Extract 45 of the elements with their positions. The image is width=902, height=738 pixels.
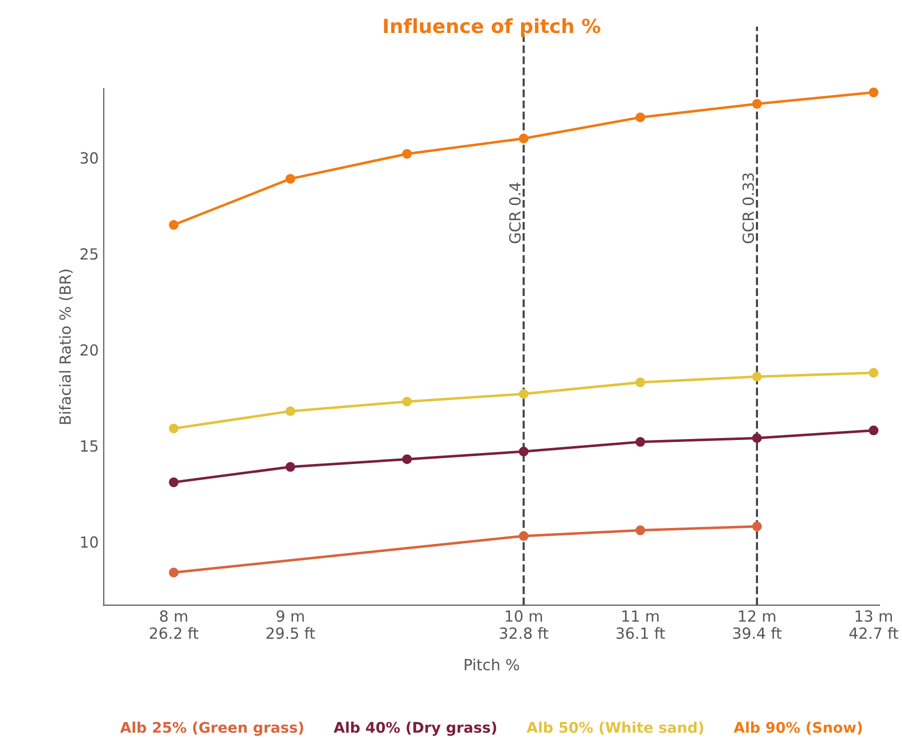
point — [635, 437, 646, 447]
y-tick-label: 20 — [80, 344, 98, 356]
point — [168, 220, 179, 230]
x-tick-label: 11 m 36.1 ft — [616, 610, 665, 639]
point — [286, 174, 296, 184]
text: Alb 40% (Dry grass) — [334, 722, 496, 736]
point — [518, 389, 529, 399]
x-tick-label: 13 m 42.7 ft — [849, 610, 898, 639]
point — [868, 88, 878, 98]
point — [168, 424, 179, 434]
point — [402, 454, 412, 464]
point — [518, 531, 529, 541]
point — [518, 446, 529, 456]
point — [402, 396, 412, 406]
point — [868, 368, 878, 378]
y-axis-title: Bifacial Ratio % (BR) — [59, 270, 73, 424]
point — [286, 406, 296, 416]
y-tick-label: 25 — [80, 248, 98, 260]
x-tick-label: 9 m 29.5 ft — [266, 610, 315, 639]
text: Alb 50% (White sand) — [526, 722, 704, 735]
ref-line-label: GCR 0.4 — [509, 182, 521, 244]
point — [286, 462, 296, 472]
x-tick-label: 10 m 32.8 ft — [500, 610, 548, 639]
x-axis-title: Pitch % — [464, 658, 520, 670]
point — [868, 426, 878, 436]
point — [635, 112, 646, 122]
chart-title: Influence of pitch % — [384, 18, 600, 38]
text: Alb 25% (Green grass) — [120, 722, 304, 736]
point — [635, 525, 646, 536]
y-tick-label: 30 — [80, 152, 98, 164]
text: Alb 90% (Snow) — [734, 722, 862, 735]
y-tick-label: 10 — [81, 536, 98, 548]
ref-line-label: GCR 0.33 — [742, 173, 754, 244]
point — [752, 99, 762, 109]
point — [635, 378, 646, 388]
x-tick-label: 8 m 26.2 ft — [150, 610, 198, 639]
point — [752, 372, 762, 382]
y-tick-label: 15 — [81, 440, 98, 452]
point — [402, 148, 412, 159]
point — [752, 522, 762, 532]
point — [752, 433, 762, 443]
point — [518, 134, 529, 144]
point — [168, 568, 179, 578]
point — [168, 477, 179, 488]
x-tick-label: 12 m 39.4 ft — [733, 610, 782, 639]
